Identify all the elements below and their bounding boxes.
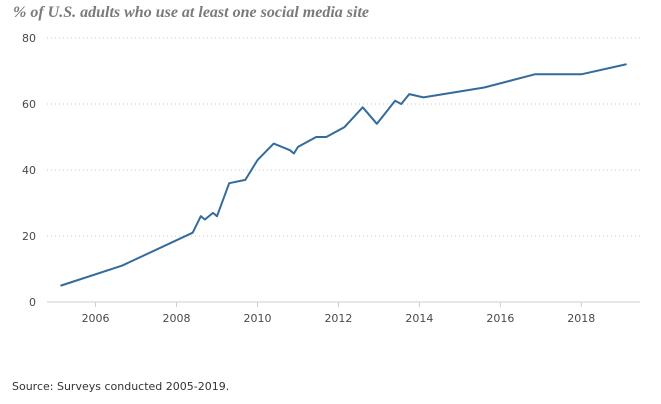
grid-lines [47,37,640,237]
x-tick-label-2006: 2006 [82,312,110,325]
y-tick-label-20: 20 [22,230,36,243]
x-tick-label-2016: 2016 [486,312,514,325]
series-line-0 [60,63,627,287]
x-tick-label-2018: 2018 [567,312,595,325]
x-tick-label-2012: 2012 [324,312,352,325]
x-tick-label-2014: 2014 [405,312,433,325]
source-note: Source: Surveys conducted 2005-2019. [12,380,230,393]
y-tick-label-80: 80 [22,32,36,45]
chart-title: % of U.S. adults who use at least one so… [13,4,370,21]
y-tick-label-0: 0 [29,296,36,309]
y-tick-label-40: 40 [22,164,36,177]
y-tick-labels: 0 20 40 60 80 [22,32,36,309]
x-tick-labels: 2006 2008 2010 2012 2014 2016 2018 [82,312,596,325]
x-tick-marks [95,302,582,307]
y-tick-label-60: 60 [22,98,36,111]
x-tick-label-2010: 2010 [243,312,271,325]
x-tick-label-2008: 2008 [163,312,191,325]
series-group [60,63,627,287]
